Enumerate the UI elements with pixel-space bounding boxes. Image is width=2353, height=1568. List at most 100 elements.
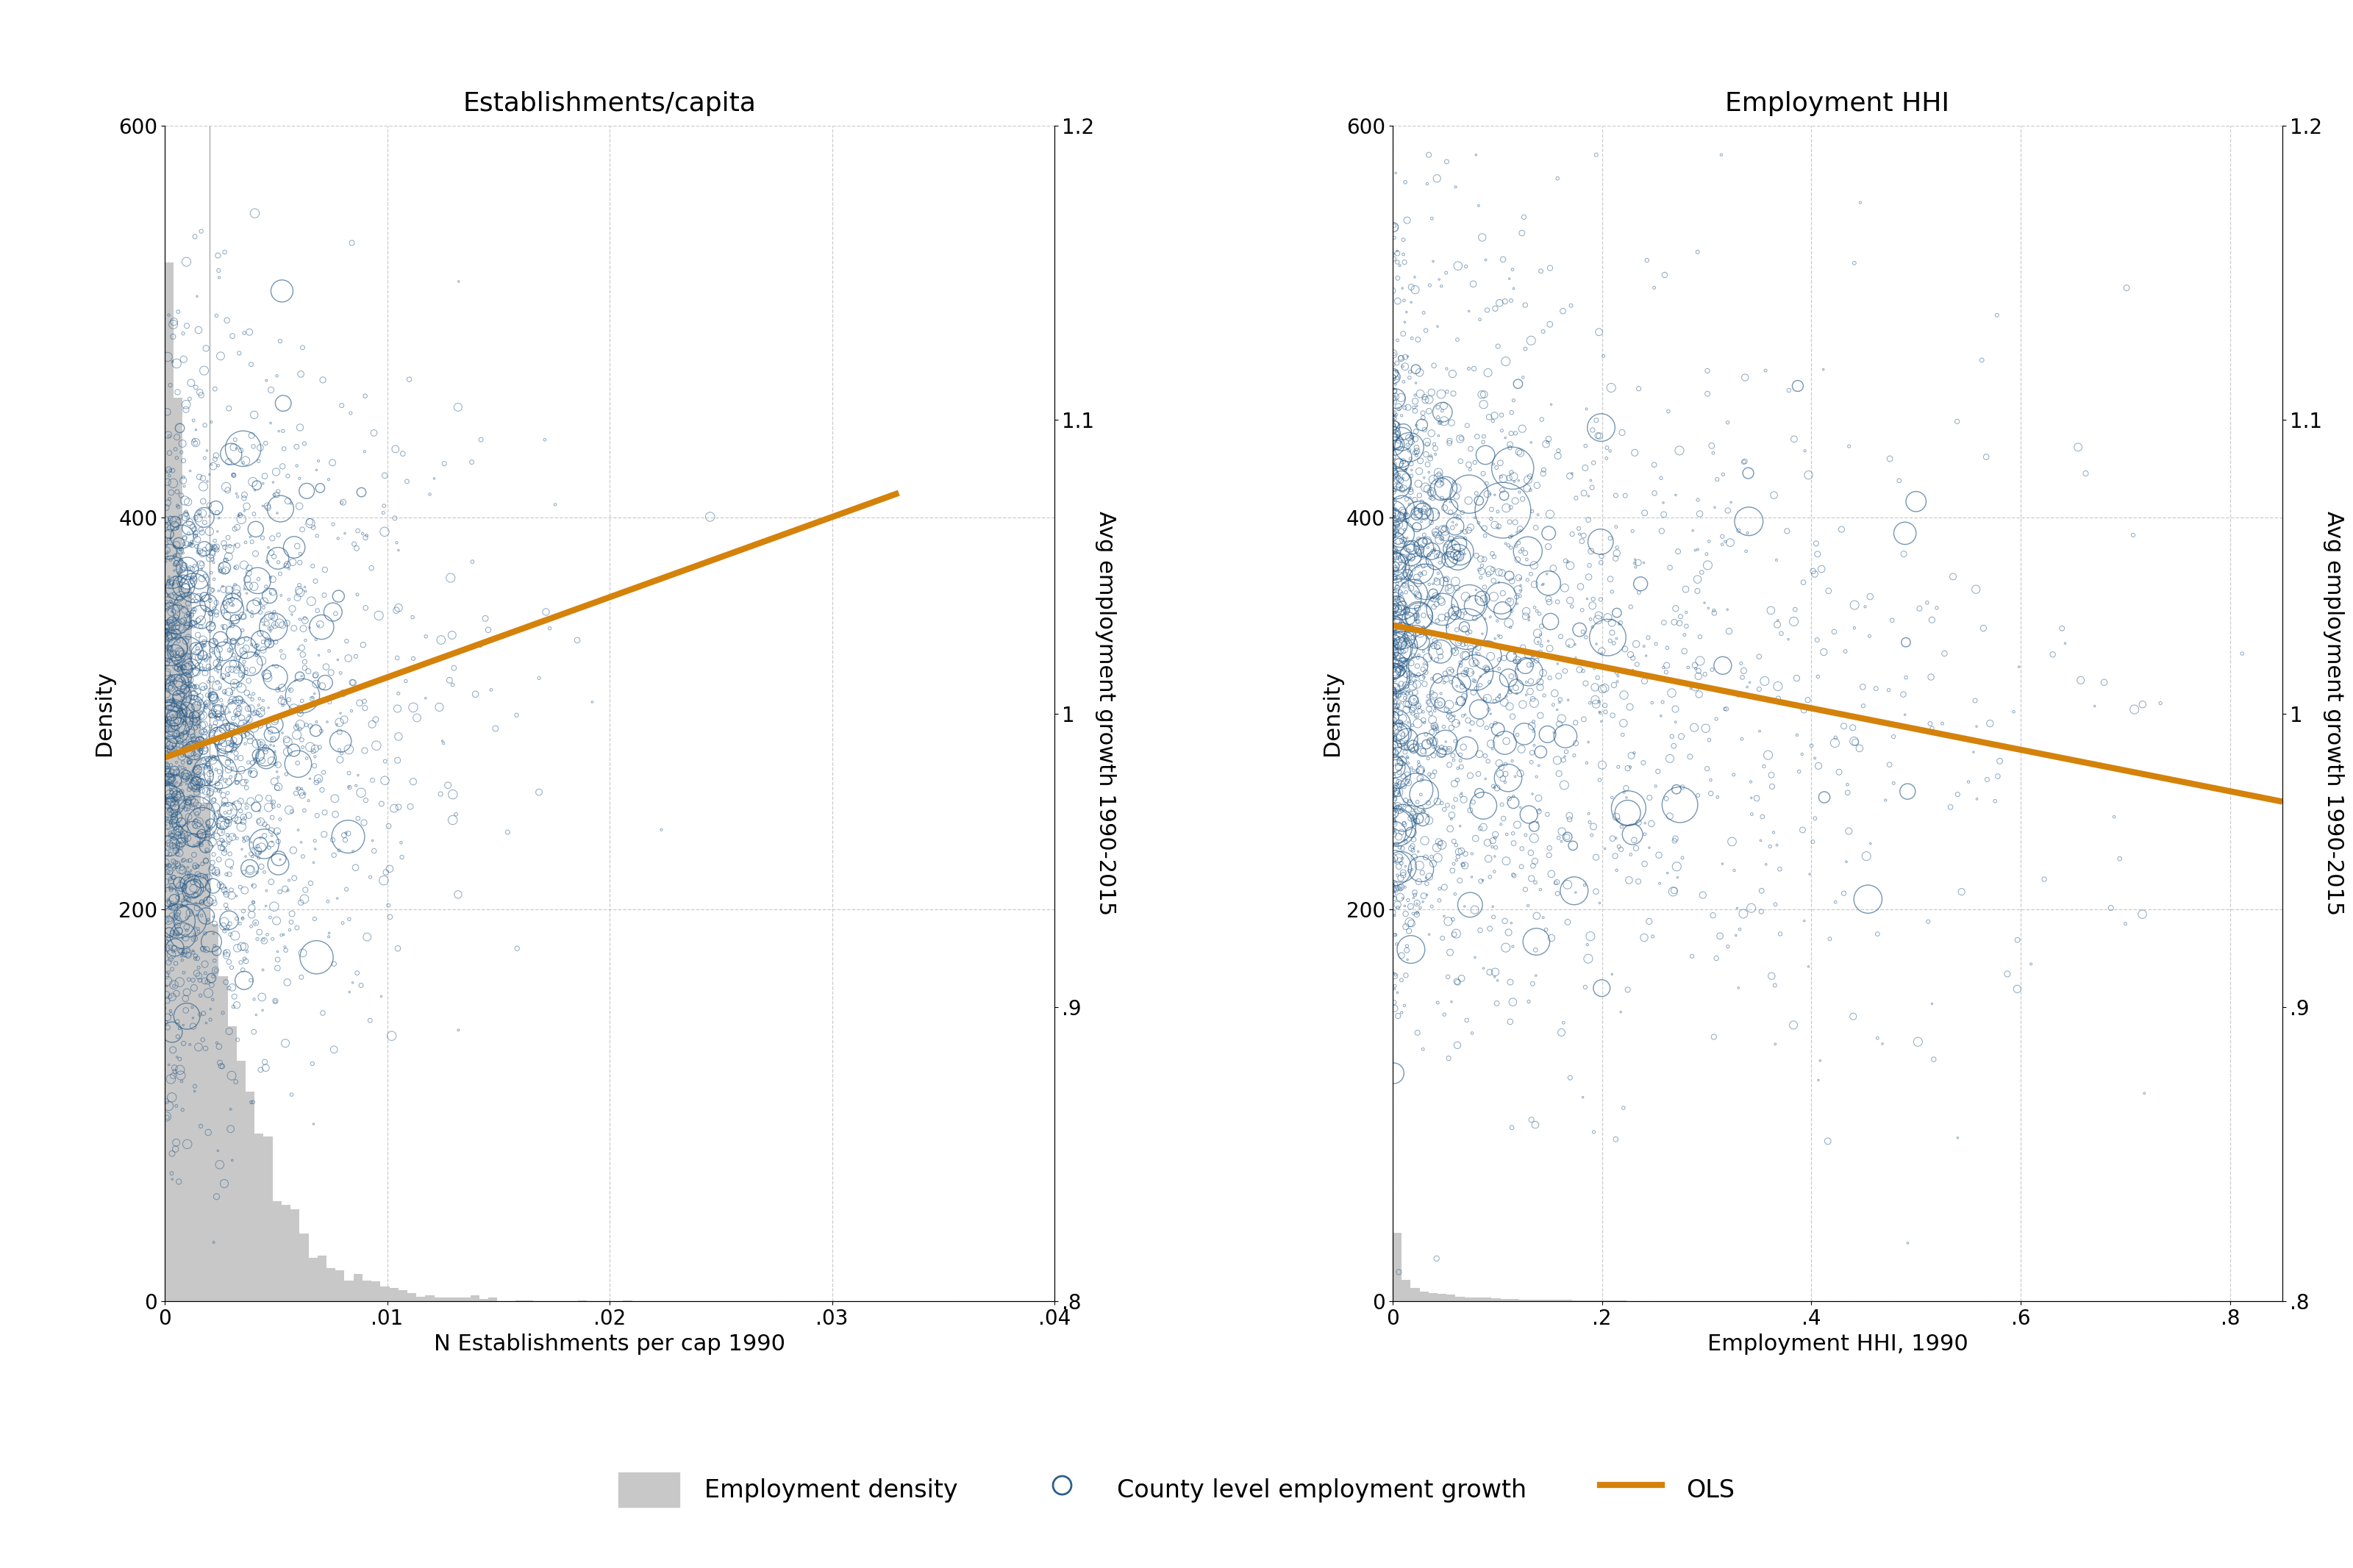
Point xyxy=(1497,488,1534,513)
Point xyxy=(301,735,339,760)
Point xyxy=(1374,403,1412,428)
Point xyxy=(235,434,273,459)
Point xyxy=(160,494,198,519)
Bar xyxy=(1428,1294,1438,1301)
Point xyxy=(1398,900,1435,925)
Point xyxy=(231,759,268,784)
Point xyxy=(162,826,200,851)
Point xyxy=(158,920,195,946)
Point xyxy=(1426,660,1464,685)
Point xyxy=(2033,641,2071,666)
Point xyxy=(1391,858,1428,883)
Point xyxy=(212,731,249,756)
Point xyxy=(1689,728,1727,753)
Point xyxy=(1419,466,1457,491)
Point xyxy=(179,585,216,610)
Point xyxy=(1574,450,1612,475)
Point xyxy=(1565,659,1602,684)
Point xyxy=(259,818,296,844)
Point xyxy=(287,655,325,681)
Point xyxy=(1508,682,1546,707)
Point xyxy=(1478,710,1515,735)
Point xyxy=(198,698,235,723)
Point xyxy=(224,814,261,839)
Point xyxy=(1584,638,1621,663)
Point xyxy=(1438,833,1475,858)
Point xyxy=(219,533,256,558)
Point xyxy=(151,704,188,729)
Point xyxy=(249,616,287,641)
Point xyxy=(224,906,261,931)
Point xyxy=(1393,613,1431,638)
Point xyxy=(181,608,219,633)
Point xyxy=(431,566,468,591)
Point xyxy=(249,786,287,811)
Point xyxy=(1388,456,1426,481)
Point xyxy=(158,760,195,786)
Point xyxy=(1386,793,1424,818)
Point xyxy=(1386,169,1424,194)
Point xyxy=(1384,677,1421,702)
Point xyxy=(167,756,205,781)
Point xyxy=(176,521,214,546)
Point xyxy=(216,806,254,831)
Point xyxy=(1852,583,1889,608)
Point xyxy=(1489,588,1527,613)
Point xyxy=(1421,461,1459,486)
Point xyxy=(1760,856,1798,881)
Point xyxy=(1591,566,1628,591)
Point xyxy=(256,751,294,776)
Point xyxy=(1511,660,1548,685)
Point xyxy=(1379,855,1417,880)
Point xyxy=(209,793,247,818)
Point xyxy=(1377,977,1414,1002)
Point xyxy=(169,743,207,768)
Point xyxy=(191,601,228,626)
Point xyxy=(153,572,191,597)
Point xyxy=(181,691,219,717)
Point xyxy=(252,818,289,844)
Point xyxy=(1398,902,1435,927)
Bar xyxy=(435,1298,442,1301)
Point xyxy=(1619,652,1657,677)
Point xyxy=(191,754,228,779)
Point xyxy=(334,839,372,864)
Point xyxy=(158,789,195,814)
Point xyxy=(320,583,358,608)
Point xyxy=(1386,572,1424,597)
Point xyxy=(1501,480,1539,505)
Point xyxy=(1414,633,1452,659)
Point xyxy=(193,613,231,638)
Point xyxy=(1513,499,1551,524)
Point xyxy=(1377,808,1414,833)
Point xyxy=(1852,831,1889,856)
Point xyxy=(1447,643,1485,668)
Bar xyxy=(407,1292,416,1301)
Point xyxy=(245,958,282,983)
Point xyxy=(1529,535,1567,560)
Point xyxy=(174,760,212,786)
Point xyxy=(233,469,271,494)
Point xyxy=(1391,546,1428,571)
Point xyxy=(280,776,318,801)
Point xyxy=(461,633,499,659)
Point xyxy=(176,809,214,834)
Point xyxy=(162,771,200,797)
Point xyxy=(1379,470,1417,495)
Point xyxy=(273,909,311,935)
Point xyxy=(1758,612,1795,637)
Point xyxy=(1835,615,1873,640)
Point xyxy=(1774,426,1812,452)
Point xyxy=(198,590,235,615)
Point xyxy=(1442,748,1480,773)
Point xyxy=(329,906,367,931)
Point xyxy=(1466,516,1504,541)
Point xyxy=(174,654,212,679)
Point xyxy=(1405,671,1442,696)
Point xyxy=(1426,519,1464,544)
Point xyxy=(261,880,299,905)
Point xyxy=(1381,875,1419,900)
Point xyxy=(146,837,184,862)
Point xyxy=(256,894,294,919)
Point xyxy=(238,516,275,541)
